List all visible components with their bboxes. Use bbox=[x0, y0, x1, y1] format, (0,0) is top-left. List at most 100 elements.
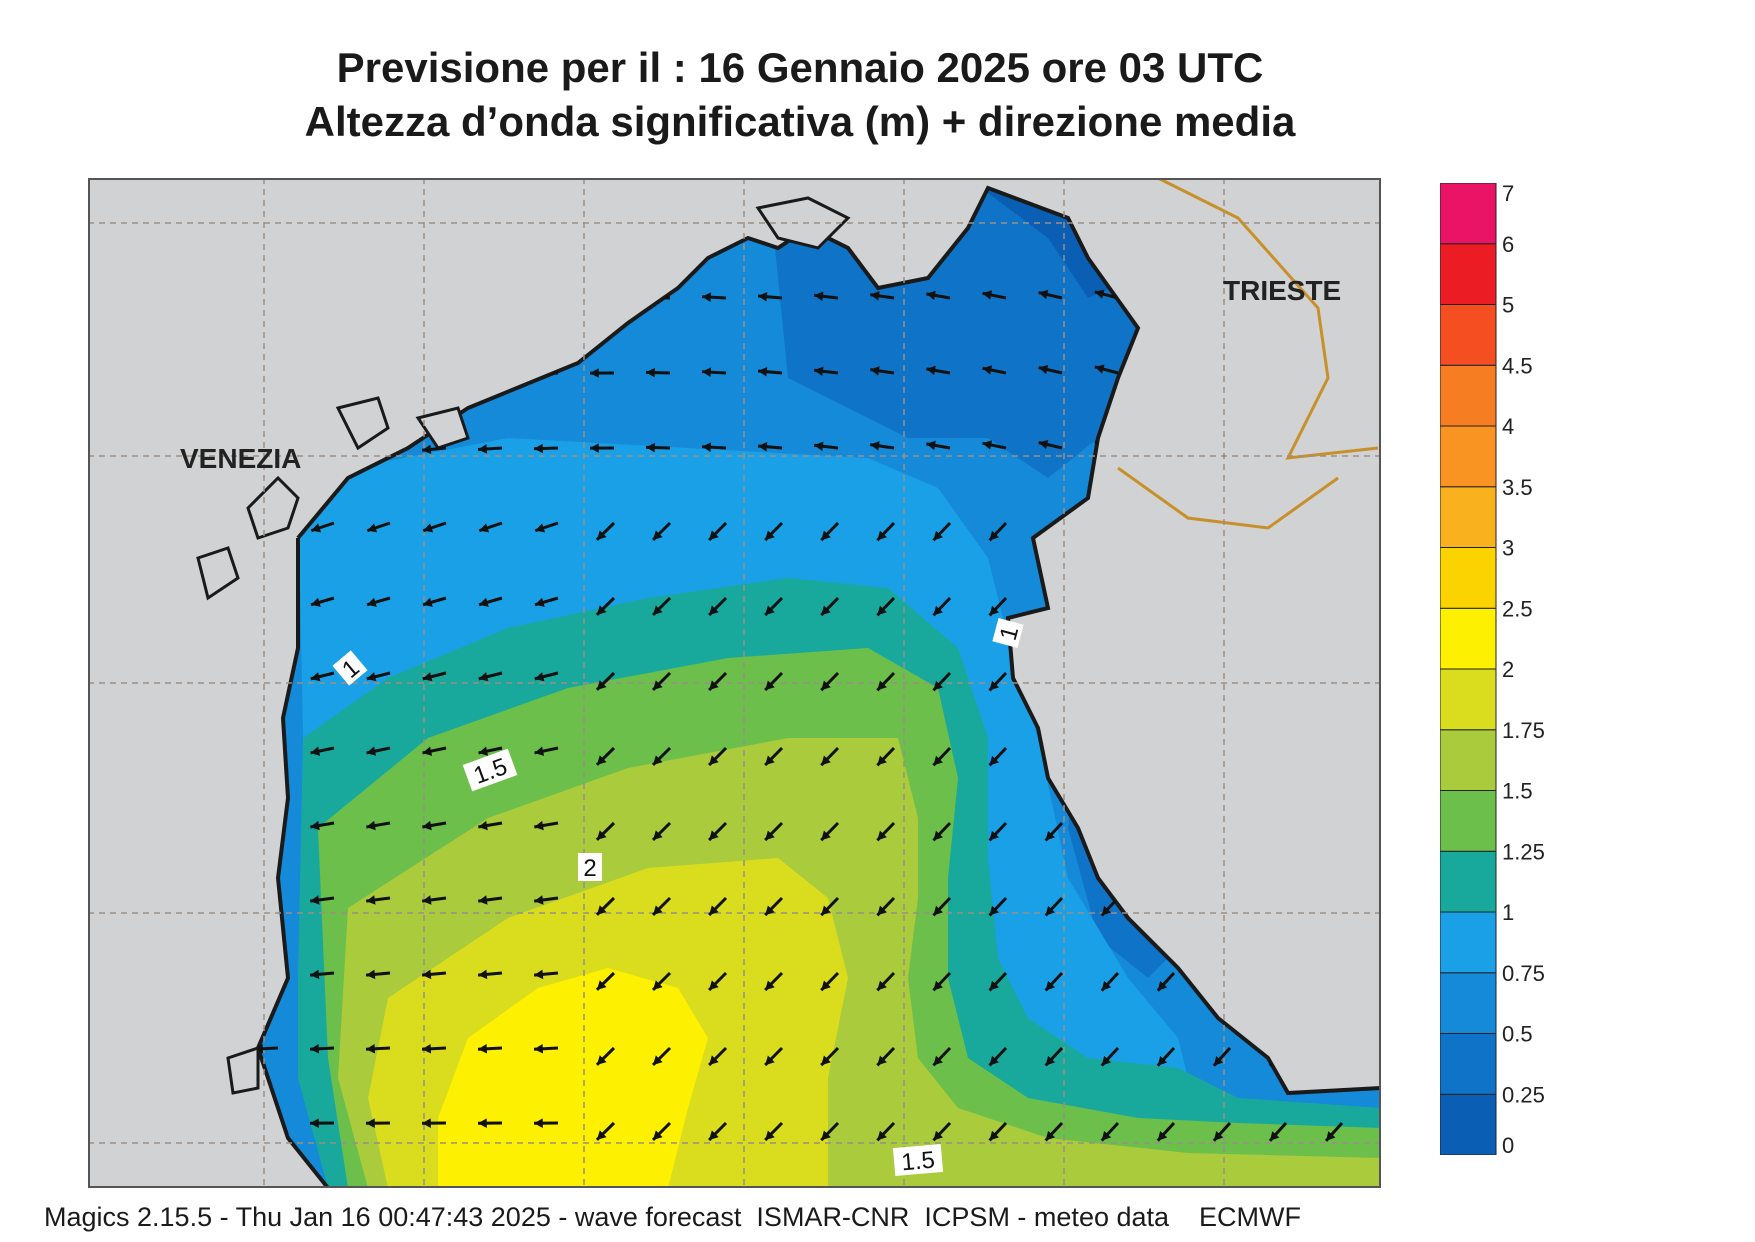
wave-arrow bbox=[651, 521, 672, 542]
wave-arrow bbox=[820, 821, 840, 842]
wave-arrow bbox=[310, 895, 335, 905]
wave-arrow bbox=[595, 596, 616, 616]
colorbar-tick-label: 3.5 bbox=[1502, 475, 1533, 500]
wave-arrow bbox=[876, 671, 896, 692]
wave-arrow bbox=[365, 969, 391, 980]
wave-arrow bbox=[310, 596, 335, 607]
wave-arrow bbox=[932, 821, 952, 842]
wave-arrow bbox=[589, 443, 615, 453]
wave-arrow bbox=[926, 365, 951, 376]
wave-arrow bbox=[708, 896, 728, 917]
wave-arrow bbox=[820, 746, 840, 767]
wave-arrow bbox=[820, 1121, 840, 1142]
colorbar-swatch bbox=[1440, 364, 1497, 427]
wave-arrow bbox=[820, 971, 840, 992]
wave-arrow bbox=[708, 596, 728, 617]
wave-arrow bbox=[1044, 1046, 1064, 1067]
wave-arrow bbox=[422, 596, 447, 607]
wave-arrow bbox=[932, 1046, 952, 1067]
colorbar-tick-label: 5 bbox=[1502, 293, 1514, 318]
wave-arrow bbox=[534, 746, 559, 756]
map-frame bbox=[88, 178, 1381, 1188]
wave-arrow bbox=[988, 896, 1008, 917]
svg-text:2: 2 bbox=[583, 855, 596, 882]
wave-arrow bbox=[932, 521, 952, 542]
wave-arrow bbox=[932, 1121, 952, 1142]
colorbar-tick-label: 4.5 bbox=[1502, 353, 1533, 378]
wave-arrow bbox=[708, 521, 728, 542]
wave-arrow bbox=[708, 671, 728, 692]
wave-arrow bbox=[595, 521, 616, 541]
wave-arrow bbox=[310, 746, 335, 756]
wave-arrow bbox=[310, 671, 335, 682]
wave-arrow bbox=[422, 521, 447, 533]
colorbar-tick-label: 1.25 bbox=[1502, 839, 1545, 864]
wave-arrow bbox=[982, 290, 1007, 300]
colorbar-tick-label: 0.25 bbox=[1502, 1082, 1545, 1107]
colorbar-tick-label: 0 bbox=[1502, 1133, 1514, 1155]
wave-arrow bbox=[651, 1046, 672, 1067]
wave-arrow bbox=[820, 1046, 840, 1067]
wave-arrow bbox=[876, 971, 896, 992]
colorbar-swatch bbox=[1440, 183, 1497, 245]
wave-arrow bbox=[651, 896, 672, 917]
wave-arrow bbox=[988, 1121, 1008, 1142]
wave-arrow bbox=[932, 671, 952, 692]
wave-arrow bbox=[534, 521, 559, 533]
coastline bbox=[255, 185, 1381, 1188]
colorbar-tick-label: 6 bbox=[1502, 232, 1514, 257]
wave-arrow bbox=[1324, 1122, 1344, 1142]
wave-arrow bbox=[645, 442, 671, 453]
wave-arrow bbox=[988, 971, 1008, 992]
wave-arrow bbox=[764, 971, 784, 992]
wave-arrow bbox=[478, 521, 503, 533]
wave-arrow bbox=[533, 969, 559, 980]
colorbar-tick-label: 1.5 bbox=[1502, 779, 1533, 804]
wave-arrow bbox=[595, 896, 616, 916]
wave-height-map: VENEZIA TRIESTE 1 1 1.5 2 1.5 bbox=[88, 178, 1381, 1188]
wave-arrow bbox=[477, 1118, 503, 1128]
colorbar-swatch bbox=[1440, 729, 1497, 791]
wave-arrow bbox=[422, 746, 447, 756]
wave-arrow bbox=[1038, 289, 1063, 300]
colorbar-swatch bbox=[1440, 304, 1497, 366]
colorbar-swatch bbox=[1440, 425, 1497, 488]
wave-arrow bbox=[932, 896, 952, 917]
wave-arrow bbox=[926, 290, 951, 301]
wave-arrow bbox=[876, 896, 896, 917]
wave-arrow bbox=[1094, 289, 1119, 300]
wave-arrow bbox=[988, 821, 1008, 842]
wave-arrow bbox=[876, 746, 896, 767]
colorbar-swatch bbox=[1440, 547, 1497, 609]
wave-arrow bbox=[876, 1121, 896, 1142]
colorbar-swatches bbox=[1440, 183, 1497, 1155]
wave-arrow bbox=[534, 671, 559, 682]
colorbar-swatch bbox=[1440, 1033, 1497, 1095]
wave-arrow bbox=[764, 1046, 784, 1067]
wave-arrow bbox=[1038, 439, 1063, 450]
wave-arrow bbox=[310, 521, 335, 533]
wave-arrow bbox=[708, 821, 728, 842]
wave-arrow bbox=[820, 671, 840, 692]
wave-arrow bbox=[988, 596, 1008, 617]
map-subtitle: Altezza d’onda significativa (m) + direz… bbox=[304, 98, 1296, 145]
wave-arrow bbox=[701, 367, 727, 377]
contour-label-2: 2 bbox=[578, 853, 602, 882]
wave-arrow bbox=[651, 746, 672, 767]
wave-arrow bbox=[477, 969, 503, 980]
wave-arrow bbox=[870, 441, 895, 451]
colorbar-swatch bbox=[1440, 668, 1497, 731]
wave-arrow bbox=[478, 671, 503, 682]
colorbar-swatch bbox=[1440, 790, 1497, 852]
colorbar-swatch bbox=[1440, 243, 1497, 305]
wave-arrow bbox=[651, 671, 672, 692]
city-label-venezia: VENEZIA bbox=[180, 443, 301, 474]
map-title: Previsione per il : 16 Gennaio 2025 ore … bbox=[336, 44, 1264, 91]
wave-arrow bbox=[1038, 364, 1063, 375]
wave-arrow bbox=[988, 746, 1008, 767]
colorbar-tick-label: 0.75 bbox=[1502, 961, 1545, 986]
wave-arrow bbox=[421, 444, 447, 455]
colorbar-tick-label: 4 bbox=[1502, 414, 1514, 439]
wave-arrow bbox=[478, 596, 503, 607]
wave-arrow bbox=[365, 1118, 391, 1128]
